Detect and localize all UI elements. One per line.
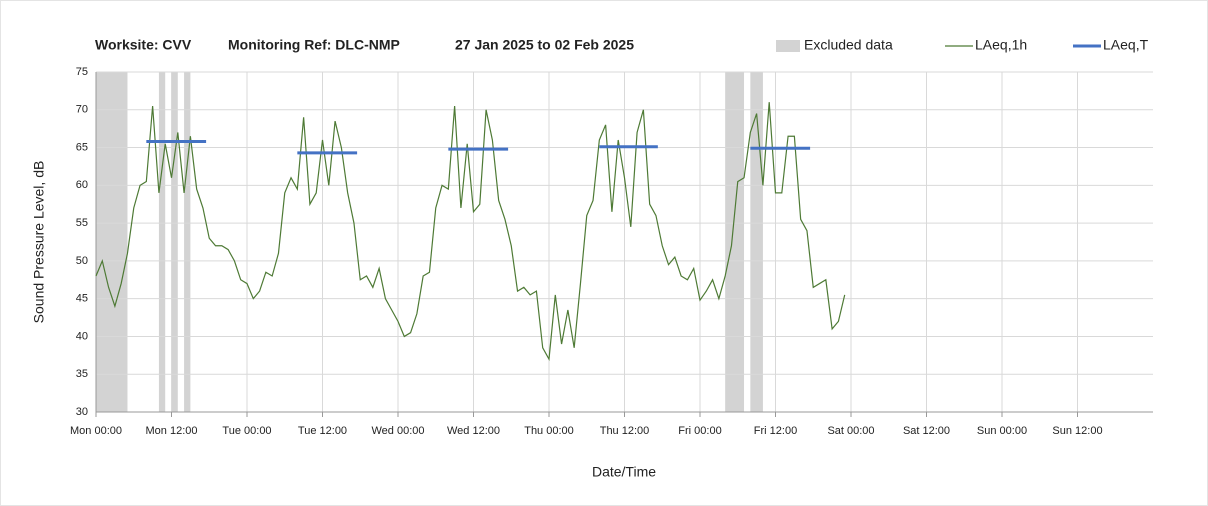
legend-label: Excluded data: [804, 37, 893, 53]
x-tick-label: Wed 12:00: [447, 425, 500, 437]
y-tick-label: 45: [76, 293, 88, 305]
plot: 30 35 40 45 50 55 60 65 70 75 Mon 00:00 Mon 12:00 Tu…: [70, 37, 1153, 437]
excluded-band: [725, 72, 745, 412]
x-tick-label: Fri 00:00: [678, 425, 721, 437]
excluded-band: [171, 72, 178, 412]
legend-swatch: [776, 40, 800, 52]
excluded-band: [158, 72, 166, 412]
y-tick-label: 55: [76, 217, 88, 229]
title-site: Worksite: CVV: [95, 37, 192, 53]
x-tick-label: Wed 00:00: [371, 425, 424, 437]
excluded-band: [96, 72, 128, 412]
y-tick-label: 75: [76, 66, 88, 78]
x-tick-label: Mon 00:00: [70, 425, 122, 437]
excluded-band: [184, 72, 191, 412]
x-tick-label: Thu 12:00: [600, 425, 650, 437]
x-tick-label: Sat 00:00: [827, 425, 874, 437]
excluded-band: [750, 72, 763, 412]
legend-label: LAeq,1h: [975, 37, 1027, 53]
y-tick-label: 35: [76, 368, 88, 380]
x-tick-label: Sun 12:00: [1052, 425, 1102, 437]
y-tick-label: 60: [76, 179, 88, 191]
y-tick-label: 70: [76, 104, 88, 116]
x-tick-label: Thu 00:00: [524, 425, 574, 437]
title-dates: 27 Jan 2025 to 02 Feb 2025: [455, 37, 634, 53]
x-tick-label: Sat 12:00: [903, 425, 950, 437]
y-tick-label: 40: [76, 330, 88, 342]
x-tick-label: Tue 12:00: [298, 425, 347, 437]
y-tick-label: 65: [76, 141, 88, 153]
data-line: [95, 102, 846, 362]
y-axis-label: Sound Pressure Level, dB: [31, 161, 47, 324]
x-tick-label: Tue 00:00: [222, 425, 271, 437]
x-tick-label: Fri 12:00: [754, 425, 797, 437]
title-ref: Monitoring Ref: DLC-NMP: [228, 37, 400, 53]
x-axis-label: Date/Time: [592, 464, 656, 480]
y-tick-label: 30: [76, 406, 88, 418]
y-tick-label: 50: [76, 255, 88, 267]
legend-label: LAeq,T: [1103, 37, 1149, 53]
x-tick-label: Mon 12:00: [146, 425, 198, 437]
x-tick-label: Sun 00:00: [977, 425, 1027, 437]
